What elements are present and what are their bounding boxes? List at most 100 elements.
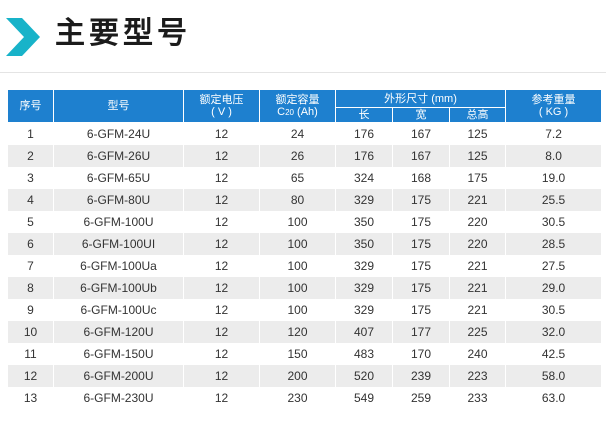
cell-weight: 30.5 — [505, 211, 603, 233]
cell-voltage: 12 — [183, 321, 260, 343]
col-header-height: 总高 — [448, 107, 507, 123]
cell-index: 5 — [7, 211, 54, 233]
cell-length: 176 — [335, 145, 393, 167]
cell-length: 329 — [335, 277, 393, 299]
cell-model: 6-GFM-24U — [53, 122, 184, 145]
cell-height: 125 — [448, 122, 507, 145]
chevron-arrow-icon — [6, 18, 40, 56]
cell-weight: 30.5 — [505, 299, 603, 321]
cell-height: 221 — [448, 277, 507, 299]
cell-model: 6-GFM-65U — [53, 167, 184, 189]
table-row: 4 6-GFM-80U 12 80 329 175 221 25.5 — [7, 189, 603, 211]
cell-index: 3 — [7, 167, 54, 189]
cell-height: 221 — [448, 189, 507, 211]
cell-voltage: 12 — [183, 365, 260, 387]
cell-height: 223 — [448, 365, 507, 387]
cell-length: 407 — [335, 321, 393, 343]
cell-voltage: 12 — [183, 343, 260, 365]
cell-voltage: 12 — [183, 122, 260, 145]
col-header-weight: 参考重量 ( KG ) — [505, 89, 603, 123]
cell-voltage: 12 — [183, 299, 260, 321]
capacity-unit-rest: (Ah) — [294, 105, 318, 118]
cell-length: 329 — [335, 299, 393, 321]
table-row: 3 6-GFM-65U 12 65 324 168 175 19.0 — [7, 167, 603, 189]
table-row: 8 6-GFM-100Ub 12 100 329 175 221 29.0 — [7, 277, 603, 299]
cell-index: 11 — [7, 343, 54, 365]
cell-length: 176 — [335, 122, 393, 145]
col-header-weight-unit: ( KG ) — [538, 106, 569, 118]
cell-height: 225 — [448, 321, 507, 343]
table-row: 12 6-GFM-200U 12 200 520 239 223 58.0 — [7, 365, 603, 387]
col-header-voltage-unit: ( V ) — [211, 106, 232, 118]
cell-weight: 63.0 — [505, 387, 603, 409]
cell-length: 483 — [335, 343, 393, 365]
cell-length: 324 — [335, 167, 393, 189]
cell-index: 12 — [7, 365, 54, 387]
cell-capacity: 230 — [259, 387, 336, 409]
cell-model: 6-GFM-200U — [53, 365, 184, 387]
cell-width: 175 — [392, 189, 450, 211]
cell-length: 350 — [335, 233, 393, 255]
cell-capacity: 24 — [259, 122, 336, 145]
cell-height: 221 — [448, 255, 507, 277]
col-header-voltage-label: 额定电压 — [199, 94, 244, 106]
cell-model: 6-GFM-100UI — [53, 233, 184, 255]
cell-model: 6-GFM-100U — [53, 211, 184, 233]
table-body: 1 6-GFM-24U 12 24 176 167 125 7.2 2 6-GFM-26U 12 26… — [7, 122, 603, 409]
cell-index: 6 — [7, 233, 54, 255]
cell-width: 175 — [392, 211, 450, 233]
col-header-index: 序号 — [7, 89, 54, 123]
cell-length: 329 — [335, 255, 393, 277]
cell-index: 2 — [7, 145, 54, 167]
cell-voltage: 12 — [183, 233, 260, 255]
cell-width: 175 — [392, 233, 450, 255]
cell-height: 233 — [448, 387, 507, 409]
table-row: 10 6-GFM-120U 12 120 407 177 225 32.0 — [7, 321, 603, 343]
cell-capacity: 100 — [259, 277, 336, 299]
cell-width: 175 — [392, 299, 450, 321]
cell-model: 6-GFM-100Uc — [53, 299, 184, 321]
cell-index: 7 — [7, 255, 54, 277]
cell-width: 177 — [392, 321, 450, 343]
cell-voltage: 12 — [183, 277, 260, 299]
table-row: 1 6-GFM-24U 12 24 176 167 125 7.2 — [7, 122, 603, 145]
cell-weight: 7.2 — [505, 122, 603, 145]
col-header-width: 宽 — [392, 107, 450, 123]
cell-capacity: 200 — [259, 365, 336, 387]
cell-width: 167 — [392, 145, 450, 167]
cell-weight: 27.5 — [505, 255, 603, 277]
cell-width: 175 — [392, 255, 450, 277]
cell-height: 125 — [448, 145, 507, 167]
cell-weight: 29.0 — [505, 277, 603, 299]
cell-weight: 58.0 — [505, 365, 603, 387]
cell-capacity: 65 — [259, 167, 336, 189]
cell-model: 6-GFM-80U — [53, 189, 184, 211]
cell-length: 350 — [335, 211, 393, 233]
cell-index: 9 — [7, 299, 54, 321]
capacity-unit-c: C — [277, 105, 286, 118]
cell-voltage: 12 — [183, 167, 260, 189]
table-row: 9 6-GFM-100Uc 12 100 329 175 221 30.5 — [7, 299, 603, 321]
cell-index: 8 — [7, 277, 54, 299]
page-header: 主要型号 — [0, 0, 606, 78]
cell-weight: 25.5 — [505, 189, 603, 211]
cell-weight: 8.0 — [505, 145, 603, 167]
cell-capacity: 100 — [259, 255, 336, 277]
cell-capacity: 100 — [259, 299, 336, 321]
cell-length: 520 — [335, 365, 393, 387]
cell-weight: 28.5 — [505, 233, 603, 255]
cell-width: 167 — [392, 122, 450, 145]
cell-height: 240 — [448, 343, 507, 365]
cell-width: 170 — [392, 343, 450, 365]
capacity-unit-sub: 20 — [285, 107, 294, 117]
cell-model: 6-GFM-150U — [53, 343, 184, 365]
cell-capacity: 80 — [259, 189, 336, 211]
col-header-length: 长 — [335, 107, 393, 123]
cell-model: 6-GFM-120U — [53, 321, 184, 343]
cell-capacity: 120 — [259, 321, 336, 343]
cell-capacity: 150 — [259, 343, 336, 365]
cell-capacity: 100 — [259, 233, 336, 255]
table-row: 7 6-GFM-100Ua 12 100 329 175 221 27.5 — [7, 255, 603, 277]
cell-model: 6-GFM-230U — [53, 387, 184, 409]
cell-length: 329 — [335, 189, 393, 211]
